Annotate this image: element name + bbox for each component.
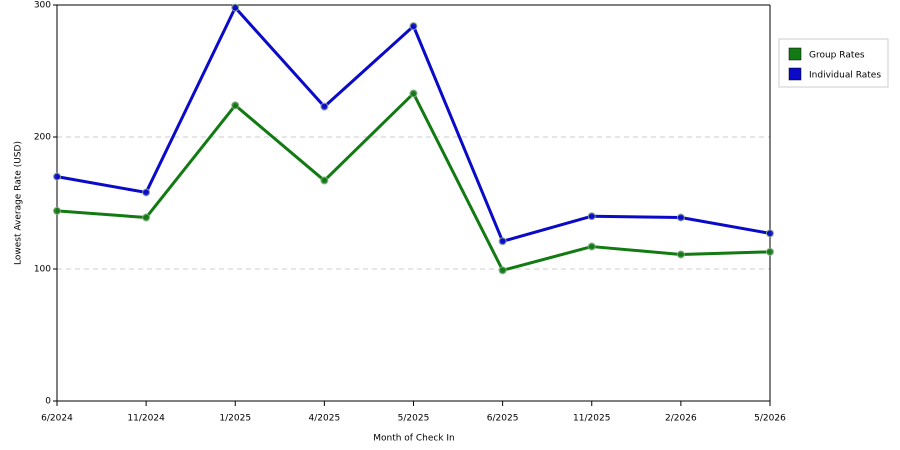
x-tick-label: 6/2025 — [487, 414, 519, 424]
data-point — [498, 237, 507, 246]
y-tick-label: 200 — [34, 133, 51, 143]
data-point — [53, 206, 61, 215]
data-point — [409, 22, 418, 31]
data-point — [676, 213, 685, 222]
data-point — [676, 250, 685, 259]
data-point — [231, 3, 240, 12]
data-point — [142, 213, 151, 222]
data-point — [766, 247, 774, 256]
data-point — [231, 101, 240, 110]
y-axis-title: Lowest Average Rate (USD) — [14, 141, 24, 265]
data-point — [320, 102, 329, 111]
data-point — [766, 229, 774, 238]
legend-label: Individual Rates — [809, 71, 881, 81]
x-tick-label: 2/2026 — [665, 414, 697, 424]
y-tick-label: 300 — [34, 1, 51, 11]
data-point — [498, 266, 507, 275]
legend-swatch — [788, 47, 802, 61]
x-tick-label: 11/2024 — [127, 414, 165, 424]
data-point — [587, 212, 596, 221]
legend-swatch — [788, 67, 802, 81]
data-point — [142, 188, 151, 197]
data-point — [587, 242, 596, 251]
x-tick-label: 11/2025 — [573, 414, 610, 424]
x-tick-label: 5/2026 — [754, 414, 786, 424]
y-tick-label: 100 — [34, 265, 51, 275]
x-tick-label: 6/2024 — [41, 414, 73, 424]
data-point — [320, 176, 329, 185]
plot-area — [57, 5, 770, 401]
x-tick-label: 4/2025 — [309, 414, 341, 424]
legend-label: Group Rates — [809, 51, 865, 61]
x-tick-label: 5/2025 — [398, 414, 430, 424]
y-tick-label: 0 — [45, 397, 51, 407]
x-axis-title: Month of Check In — [373, 434, 455, 444]
x-tick-label: 1/2025 — [219, 414, 251, 424]
data-point — [409, 89, 418, 98]
data-point — [53, 172, 61, 181]
